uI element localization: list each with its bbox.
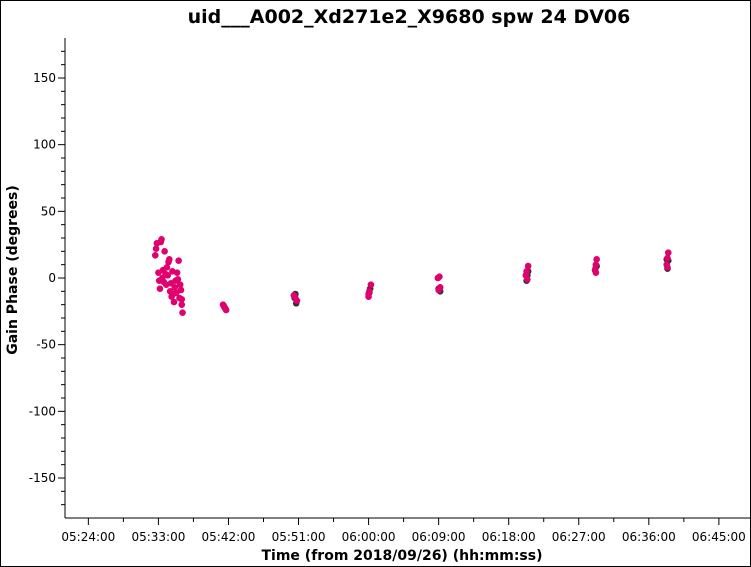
data-point (293, 297, 301, 304)
data-point (222, 306, 230, 314)
data-point (179, 309, 186, 316)
y-tick-label: 50 (41, 204, 56, 218)
y-tick-label: -50 (36, 338, 56, 352)
data-point (166, 256, 173, 263)
data-point (171, 284, 179, 291)
data-point (523, 268, 530, 275)
data-point (664, 249, 672, 256)
y-tick-label: -150 (29, 471, 56, 485)
data-points (151, 236, 672, 316)
data-point (436, 284, 444, 291)
data-point (161, 248, 168, 255)
data-point (592, 261, 600, 268)
y-tick-label: 150 (33, 71, 56, 85)
data-point (178, 301, 186, 308)
data-point (524, 276, 531, 283)
x-tick-label: 06:36:00 (622, 530, 676, 544)
data-point (173, 269, 181, 276)
data-point (664, 264, 671, 271)
data-point (178, 296, 186, 303)
x-tick-label: 06:45:00 (692, 530, 746, 544)
data-point (170, 298, 178, 306)
x-tick-label: 06:27:00 (552, 530, 606, 544)
data-point (367, 281, 375, 288)
data-point (366, 288, 373, 295)
x-tick-label: 05:24:00 (61, 530, 115, 544)
data-point (524, 262, 532, 270)
x-axis-label: Time (from 2018/09/26) (hh:mm:ss) (262, 548, 543, 564)
data-point (664, 254, 671, 262)
data-point (174, 276, 182, 283)
data-point (436, 273, 443, 280)
x-tick-label: 06:09:00 (412, 530, 466, 544)
x-tick-label: 05:42:00 (202, 530, 256, 544)
data-point (176, 281, 184, 288)
y-axis-label: Gain Phase (degrees) (5, 185, 21, 355)
y-tick-label: -100 (29, 404, 56, 418)
x-tick-label: 06:00:00 (342, 530, 396, 544)
data-point (175, 257, 182, 264)
y-tick-label: 100 (33, 138, 56, 152)
x-tick-label: 06:18:00 (482, 530, 536, 544)
data-point (592, 269, 600, 276)
y-tick-label: 0 (48, 271, 56, 285)
axes: 150 100 50 0 -50 -100 -150 05:24:00 05:33:00 05:4… (29, 38, 750, 544)
data-point (156, 285, 164, 292)
x-tick-label: 05:51:00 (272, 530, 326, 544)
data-point (158, 236, 165, 243)
data-point (164, 272, 172, 279)
data-point (177, 286, 185, 294)
x-tick-label: 05:33:00 (131, 530, 185, 544)
data-point (163, 264, 171, 271)
data-point (593, 256, 600, 263)
data-point (365, 293, 372, 300)
chart-title: uid___A002_Xd271e2_X9680 spw 24 DV06 (188, 6, 631, 28)
data-point (152, 245, 160, 252)
data-point (151, 252, 159, 259)
